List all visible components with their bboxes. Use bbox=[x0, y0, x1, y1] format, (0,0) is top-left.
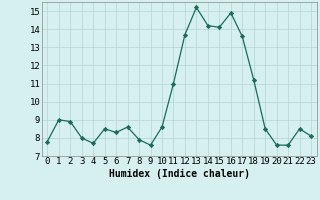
X-axis label: Humidex (Indice chaleur): Humidex (Indice chaleur) bbox=[109, 169, 250, 179]
